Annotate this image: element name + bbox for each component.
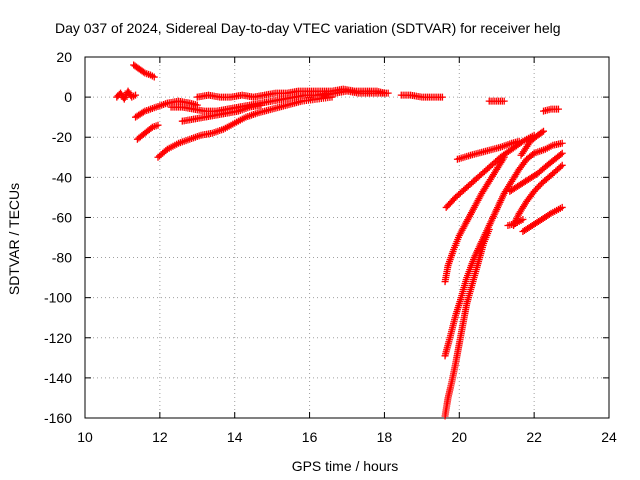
data-point xyxy=(139,68,147,76)
data-series xyxy=(442,131,538,211)
data-point xyxy=(558,139,566,147)
data-point xyxy=(554,105,562,113)
y-tick-label: -120 xyxy=(44,330,72,346)
data-point xyxy=(533,184,541,192)
data-point xyxy=(500,153,508,161)
data-series xyxy=(540,105,562,115)
data-point xyxy=(519,215,527,223)
x-tick-label: 10 xyxy=(77,429,93,445)
data-series xyxy=(193,85,388,101)
data-point xyxy=(132,91,140,99)
data-series xyxy=(441,225,493,420)
data-series xyxy=(485,97,508,105)
data-point xyxy=(557,150,565,158)
data-series xyxy=(441,153,508,286)
data-series xyxy=(453,137,523,163)
data-series xyxy=(517,127,547,159)
data-series xyxy=(178,101,265,125)
x-tick-label: 22 xyxy=(526,429,542,445)
data-point xyxy=(530,187,538,195)
data-series xyxy=(321,87,392,99)
x-tick-label: 24 xyxy=(601,429,617,445)
y-tick-label: -140 xyxy=(44,370,72,386)
data-series xyxy=(133,121,162,143)
data-series xyxy=(130,61,158,81)
data-point xyxy=(121,94,129,102)
x-tick-label: 16 xyxy=(302,429,318,445)
x-tick-label: 14 xyxy=(227,429,243,445)
data-series xyxy=(113,87,140,103)
data-point xyxy=(540,127,547,135)
data-point xyxy=(485,225,493,233)
data-series xyxy=(397,91,446,101)
x-axis-label: GPS time / hours xyxy=(292,458,399,474)
data-series xyxy=(510,161,566,229)
data-point xyxy=(120,95,128,103)
y-tick-label: -60 xyxy=(52,209,72,225)
data-point xyxy=(257,101,265,109)
y-tick-label: -100 xyxy=(44,290,72,306)
data-point xyxy=(532,186,540,194)
data-point xyxy=(154,121,162,129)
data-series xyxy=(132,97,201,121)
data-point xyxy=(558,203,566,211)
data-points xyxy=(113,61,566,420)
data-point xyxy=(538,128,546,136)
data-point xyxy=(535,183,543,191)
y-axis-label: SDTVAR / TECUs xyxy=(6,183,22,295)
data-point xyxy=(150,73,158,81)
y-tick-label: -20 xyxy=(52,129,72,145)
y-tick-label: -160 xyxy=(44,410,72,426)
data-point xyxy=(557,163,565,171)
plot-frame xyxy=(84,56,610,419)
data-point xyxy=(384,89,392,97)
y-tick-label: 20 xyxy=(56,49,72,65)
data-series xyxy=(519,203,566,235)
chart-title: Day 037 of 2024, Sidereal Day-to-day VTE… xyxy=(55,20,561,36)
ticks: 10 12 14 16 18 20 22 24 20 0 -20 -40 -60 -80 -100 -120 -… xyxy=(44,49,617,445)
x-tick-label: 18 xyxy=(377,429,393,445)
x-tick-label: 20 xyxy=(451,429,467,445)
x-tick-label: 12 xyxy=(152,429,168,445)
y-tick-label: -40 xyxy=(52,169,72,185)
data-point xyxy=(558,149,566,157)
data-point xyxy=(515,137,523,145)
data-point xyxy=(139,108,147,116)
data-series xyxy=(506,149,566,195)
y-tick-label: 0 xyxy=(64,89,72,105)
data-point xyxy=(438,93,446,101)
data-point xyxy=(500,97,508,105)
data-series xyxy=(441,139,566,360)
data-point xyxy=(558,161,566,169)
y-tick-label: -80 xyxy=(52,250,72,266)
